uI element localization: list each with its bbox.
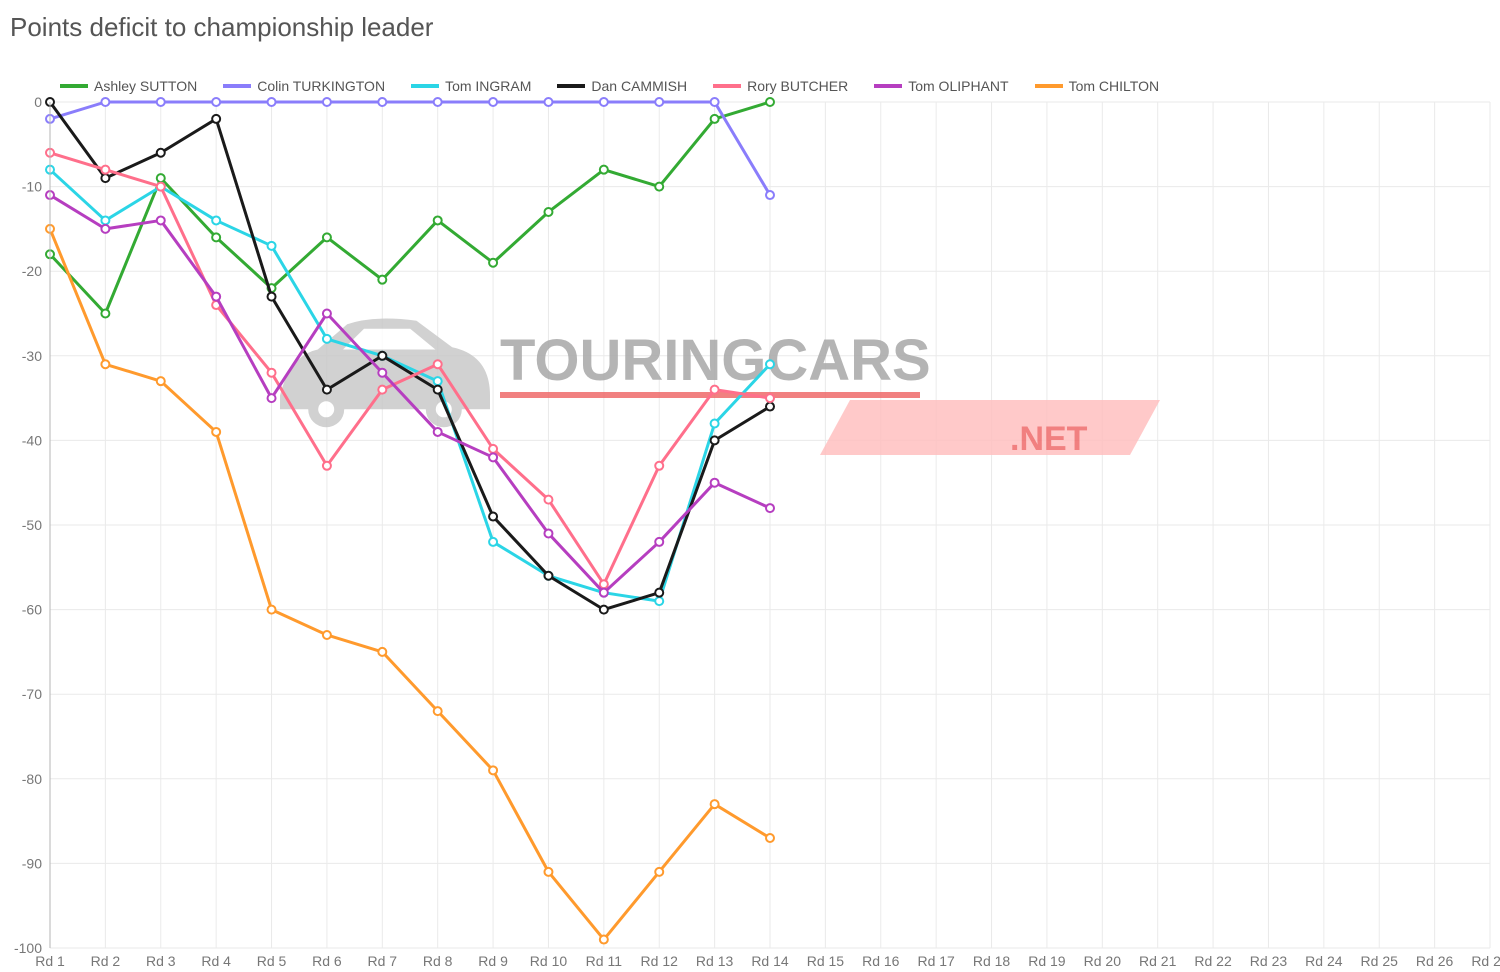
legend-item[interactable]: Tom INGRAM xyxy=(411,78,531,94)
svg-text:Rd 1: Rd 1 xyxy=(35,953,65,969)
legend-item[interactable]: Colin TURKINGTON xyxy=(223,78,385,94)
svg-text:Rd 8: Rd 8 xyxy=(423,953,453,969)
svg-text:Rd 11: Rd 11 xyxy=(586,953,623,969)
svg-text:-80: -80 xyxy=(22,771,42,787)
chart-legend: Ashley SUTTON Colin TURKINGTON Tom INGRAM D… xyxy=(60,78,1159,94)
legend-label: Tom CHILTON xyxy=(1069,78,1160,94)
svg-text:Rd 16: Rd 16 xyxy=(862,953,900,969)
svg-text:-90: -90 xyxy=(22,855,42,871)
legend-swatch xyxy=(60,84,88,88)
svg-text:-70: -70 xyxy=(22,686,42,702)
chart-container: Ashley SUTTON Colin TURKINGTON Tom INGRAM D… xyxy=(0,60,1500,972)
svg-text:.NET: .NET xyxy=(1010,420,1088,458)
svg-text:Rd 20: Rd 20 xyxy=(1084,953,1122,969)
svg-text:Rd 19: Rd 19 xyxy=(1028,953,1066,969)
legend-swatch xyxy=(411,84,439,88)
legend-label: Tom INGRAM xyxy=(445,78,531,94)
legend-swatch xyxy=(223,84,251,88)
legend-item[interactable]: Dan CAMMISH xyxy=(557,78,687,94)
svg-text:-20: -20 xyxy=(22,263,42,279)
svg-text:0: 0 xyxy=(34,94,42,110)
svg-text:Rd 10: Rd 10 xyxy=(530,953,568,969)
svg-text:Rd 18: Rd 18 xyxy=(973,953,1011,969)
deficit-line-chart: TOURINGCARS .NET 0 -10 -20 -30 -40 -50 -60 -70 -80… xyxy=(0,60,1500,972)
svg-text:-60: -60 xyxy=(22,602,42,618)
legend-item[interactable]: Rory BUTCHER xyxy=(713,78,848,94)
svg-text:Rd 4: Rd 4 xyxy=(201,953,231,969)
svg-text:Rd 2: Rd 2 xyxy=(91,953,121,969)
svg-text:Rd 12: Rd 12 xyxy=(641,953,679,969)
legend-item[interactable]: Tom OLIPHANT xyxy=(874,78,1008,94)
legend-label: Ashley SUTTON xyxy=(94,78,197,94)
svg-text:Rd 3: Rd 3 xyxy=(146,953,176,969)
svg-text:Rd 21: Rd 21 xyxy=(1139,953,1177,969)
legend-swatch xyxy=(713,84,741,88)
chart-title: Points deficit to championship leader xyxy=(10,12,433,43)
svg-text:-30: -30 xyxy=(22,348,42,364)
svg-text:Rd 27: Rd 27 xyxy=(1471,953,1500,969)
legend-swatch xyxy=(874,84,902,88)
svg-text:Rd 17: Rd 17 xyxy=(917,953,955,969)
legend-label: Rory BUTCHER xyxy=(747,78,848,94)
svg-text:Rd 5: Rd 5 xyxy=(257,953,287,969)
svg-text:Rd 23: Rd 23 xyxy=(1250,953,1288,969)
svg-text:TOURINGCARS: TOURINGCARS xyxy=(500,328,931,393)
svg-text:-40: -40 xyxy=(22,432,42,448)
svg-text:Rd 9: Rd 9 xyxy=(478,953,508,969)
legend-item[interactable]: Tom CHILTON xyxy=(1035,78,1160,94)
svg-text:-50: -50 xyxy=(22,517,42,533)
svg-text:Rd 26: Rd 26 xyxy=(1416,953,1454,969)
svg-text:Rd 13: Rd 13 xyxy=(696,953,734,969)
legend-label: Tom OLIPHANT xyxy=(908,78,1008,94)
svg-text:Rd 15: Rd 15 xyxy=(807,953,845,969)
svg-text:Rd 7: Rd 7 xyxy=(368,953,398,969)
legend-label: Dan CAMMISH xyxy=(591,78,687,94)
svg-text:Rd 14: Rd 14 xyxy=(751,953,789,969)
series-ashley-sutton xyxy=(46,98,774,318)
legend-swatch xyxy=(1035,84,1063,88)
svg-text:Rd 25: Rd 25 xyxy=(1361,953,1399,969)
legend-item[interactable]: Ashley SUTTON xyxy=(60,78,197,94)
legend-label: Colin TURKINGTON xyxy=(257,78,385,94)
legend-swatch xyxy=(557,84,585,88)
svg-text:Rd 22: Rd 22 xyxy=(1194,953,1232,969)
svg-text:Rd 6: Rd 6 xyxy=(312,953,342,969)
svg-text:Rd 24: Rd 24 xyxy=(1305,953,1343,969)
svg-text:-10: -10 xyxy=(22,179,42,195)
